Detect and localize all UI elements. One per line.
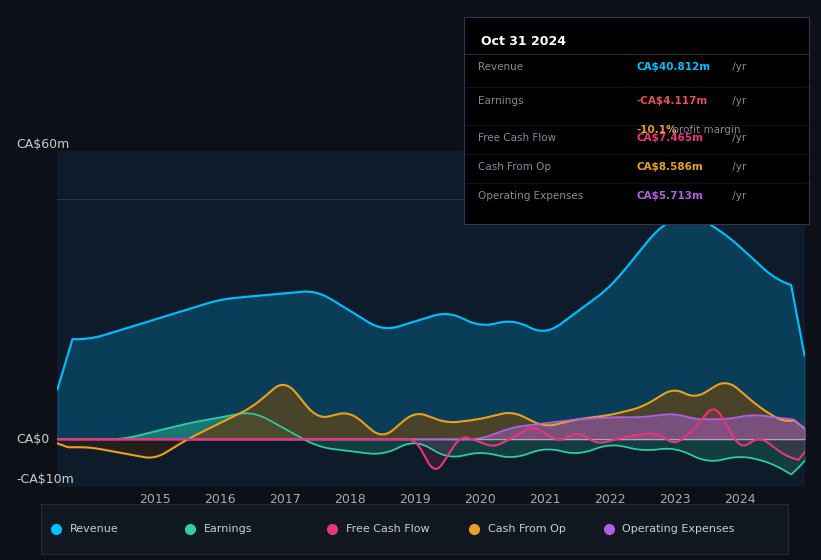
Text: /yr: /yr — [729, 62, 746, 72]
Text: CA$8.586m: CA$8.586m — [636, 162, 703, 172]
Text: profit margin: profit margin — [669, 124, 741, 134]
Text: Cash From Op: Cash From Op — [478, 162, 551, 172]
Text: CA$7.465m: CA$7.465m — [636, 133, 704, 143]
Text: -CA$4.117m: -CA$4.117m — [636, 96, 708, 105]
Text: -10.1%: -10.1% — [636, 124, 677, 134]
Text: Operating Expenses: Operating Expenses — [622, 524, 735, 534]
Text: Earnings: Earnings — [478, 96, 523, 105]
Text: Revenue: Revenue — [478, 62, 523, 72]
Text: -CA$10m: -CA$10m — [16, 473, 74, 486]
Text: CA$5.713m: CA$5.713m — [636, 191, 703, 201]
Text: Oct 31 2024: Oct 31 2024 — [481, 35, 566, 49]
Text: CA$60m: CA$60m — [16, 138, 70, 151]
Text: Revenue: Revenue — [70, 524, 118, 534]
Text: Operating Expenses: Operating Expenses — [478, 191, 583, 201]
Text: /yr: /yr — [729, 96, 746, 105]
Text: CA$0: CA$0 — [16, 433, 49, 446]
Text: Free Cash Flow: Free Cash Flow — [478, 133, 556, 143]
Text: Earnings: Earnings — [204, 524, 252, 534]
Text: /yr: /yr — [729, 162, 746, 172]
Text: Cash From Op: Cash From Op — [488, 524, 566, 534]
Text: /yr: /yr — [729, 133, 746, 143]
Text: Free Cash Flow: Free Cash Flow — [346, 524, 429, 534]
Text: /yr: /yr — [729, 191, 746, 201]
Text: CA$40.812m: CA$40.812m — [636, 62, 710, 72]
